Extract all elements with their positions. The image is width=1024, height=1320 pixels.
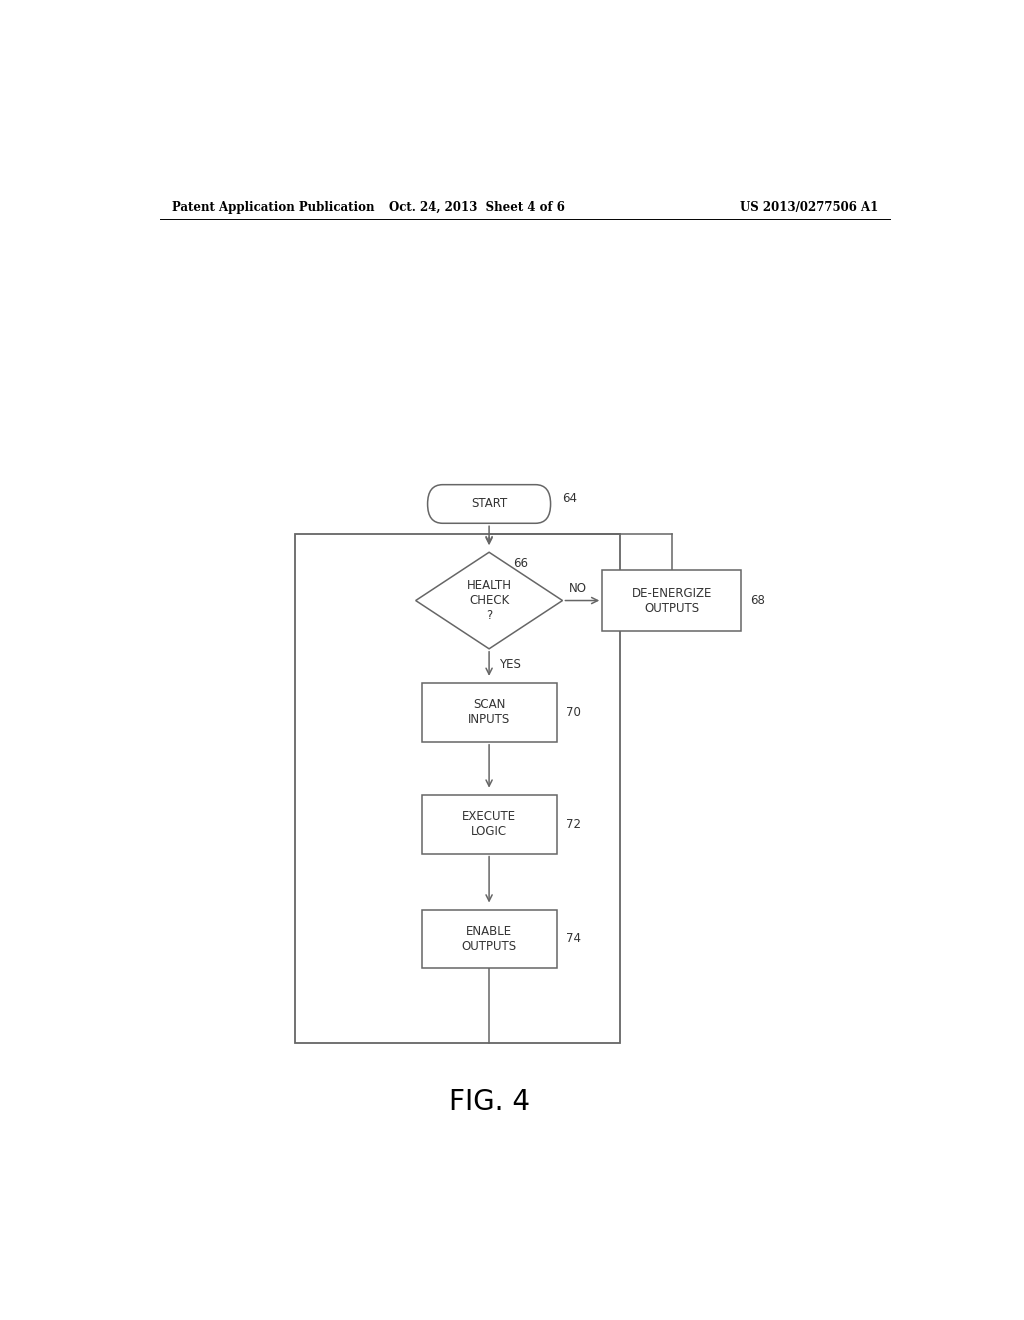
Text: FIG. 4: FIG. 4	[449, 1088, 529, 1115]
Text: US 2013/0277506 A1: US 2013/0277506 A1	[739, 201, 878, 214]
Bar	[602, 570, 741, 631]
Text: YES: YES	[499, 657, 520, 671]
Text: 66: 66	[513, 557, 528, 570]
FancyBboxPatch shape	[428, 484, 551, 523]
Polygon shape	[416, 552, 562, 649]
Text: 74: 74	[566, 932, 581, 945]
Bar	[422, 682, 557, 742]
Text: NO: NO	[569, 582, 587, 595]
Bar	[422, 795, 557, 854]
Text: 72: 72	[566, 817, 581, 830]
Text: SCAN
INPUTS: SCAN INPUTS	[468, 698, 510, 726]
Text: 64: 64	[562, 492, 578, 506]
Text: EXECUTE
LOGIC: EXECUTE LOGIC	[462, 810, 516, 838]
Text: Oct. 24, 2013  Sheet 4 of 6: Oct. 24, 2013 Sheet 4 of 6	[389, 201, 565, 214]
Text: 68: 68	[751, 594, 766, 607]
Text: Patent Application Publication: Patent Application Publication	[172, 201, 374, 214]
Text: DE-ENERGIZE
OUTPUTS: DE-ENERGIZE OUTPUTS	[632, 586, 712, 615]
Text: 70: 70	[566, 706, 581, 719]
Text: HEALTH
CHECK
?: HEALTH CHECK ?	[467, 579, 512, 622]
Bar	[422, 909, 557, 969]
Text: ENABLE
OUTPUTS: ENABLE OUTPUTS	[462, 925, 517, 953]
Bar	[295, 535, 621, 1043]
Text: START: START	[471, 498, 507, 511]
